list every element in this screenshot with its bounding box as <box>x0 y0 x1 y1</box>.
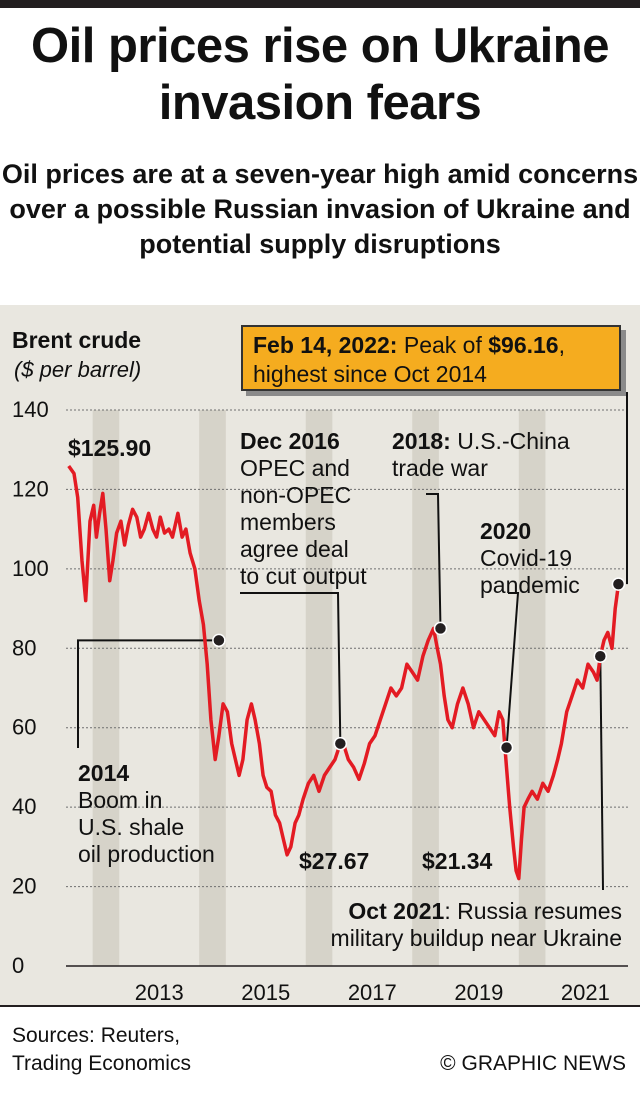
y-tick-label-100: 100 <box>12 556 49 581</box>
annotation-2014: 2014 Boom in U.S. shale oil production <box>78 760 215 868</box>
peak-value: $96.16 <box>488 332 559 358</box>
peak-text-2: , <box>558 332 565 358</box>
y-tick-label-40: 40 <box>12 794 36 819</box>
page-subtitle: Oil prices are at a seven-year high amid… <box>1 159 639 259</box>
annotation-2016: Dec 2016 OPEC and non-OPEC members agree… <box>240 428 367 590</box>
sources: Sources: Reuters, Trading Economics <box>12 1022 191 1078</box>
y-tick-label-80: 80 <box>12 635 36 660</box>
annotation-2018-line-1: U.S.-China <box>450 428 570 454</box>
marker-2 <box>433 621 448 636</box>
annotation-2016-line-5: to cut output <box>240 563 367 589</box>
sources-line-2: Trading Economics <box>12 1052 191 1075</box>
value-label-2020-low: $21.34 <box>422 848 493 874</box>
annotation-2014-line-1: Boom in <box>78 787 163 813</box>
y-tick-label-60: 60 <box>12 715 36 740</box>
y-axis-label: Brent crude <box>12 327 142 353</box>
annotation-2016-line-1: OPEC and <box>240 455 350 481</box>
leader-2014 <box>77 639 219 748</box>
annotation-2020: 2020 Covid-19 pandemic <box>480 518 580 599</box>
peak-text-3: highest since Oct 2014 <box>253 361 487 387</box>
annotation-2016-line-3: members <box>240 509 336 535</box>
annotation-2020-head: 2020 <box>480 518 532 544</box>
year-band-4 <box>518 410 546 966</box>
annotation-2021-line-1: : Russia resumes <box>444 898 622 924</box>
peak-callout: Feb 14, 2022: Peak of $96.16, highest si… <box>241 325 621 391</box>
leader-2018 <box>426 493 442 629</box>
x-tick-label-2017: 2017 <box>348 980 397 1005</box>
year-band-0 <box>92 410 120 966</box>
x-tick-label-2019: 2019 <box>454 980 503 1005</box>
annotation-2014-line-3: oil production <box>78 841 215 867</box>
credit: © GRAPHIC NEWS <box>440 1052 626 1075</box>
annotation-2016-head: Dec 2016 <box>240 428 340 454</box>
y-tick-label-120: 120 <box>12 476 49 501</box>
y-tick-label-140: 140 <box>12 397 49 422</box>
brent-price-line <box>67 464 621 881</box>
sources-line-1: Sources: Reuters, <box>12 1024 181 1047</box>
x-tick-label-2015: 2015 <box>241 980 290 1005</box>
leader-2016 <box>240 592 342 744</box>
annotation-2016-line-4: agree deal <box>240 536 349 562</box>
leader-2020 <box>505 592 520 748</box>
marker-0 <box>212 633 226 648</box>
leader-2021 <box>599 656 604 891</box>
peak-date: Feb 14, 2022: <box>253 332 398 358</box>
year-band-2 <box>305 410 333 966</box>
annotation-2018-line-2: trade war <box>392 455 488 481</box>
x-tick-label-2013: 2013 <box>135 980 184 1005</box>
value-label-2016-low: $27.67 <box>299 848 370 874</box>
annotation-2020-line-1: Covid-19 <box>480 545 573 571</box>
year-band-1 <box>199 410 226 966</box>
annotation-2014-head: 2014 <box>78 760 130 786</box>
peak-text-1: Peak of <box>397 332 489 358</box>
footer-rule <box>0 1005 640 1007</box>
page-title: Oil prices rise on Ukraine invasion fear… <box>31 19 609 130</box>
annotation-2020-line-2: pandemic <box>480 572 580 598</box>
x-tick-label-2021: 2021 <box>561 980 610 1005</box>
annotation-2021: Oct 2021: Russia resumes military buildu… <box>282 898 622 952</box>
annotation-2021-head: Oct 2021 <box>348 898 445 924</box>
year-band-3 <box>412 410 439 966</box>
annotation-2018-head: 2018: <box>392 428 451 454</box>
y-tick-label-0: 0 <box>12 953 24 978</box>
annotation-2018: 2018: U.S.-China trade war <box>392 428 570 482</box>
y-axis-unit: ($ per barrel) <box>14 357 142 382</box>
marker-5 <box>611 577 626 591</box>
y-tick-label-20: 20 <box>12 874 36 899</box>
annotation-2021-line-2: military buildup near Ukraine <box>330 925 622 951</box>
annotation-2016-line-2: non-OPEC <box>240 482 352 508</box>
marker-4 <box>593 649 608 663</box>
marker-1 <box>333 736 348 751</box>
top-rule <box>0 0 640 8</box>
marker-3 <box>499 740 514 755</box>
value-label-2011-high: $125.90 <box>68 435 152 461</box>
annotation-2014-line-2: U.S. shale <box>78 814 185 840</box>
